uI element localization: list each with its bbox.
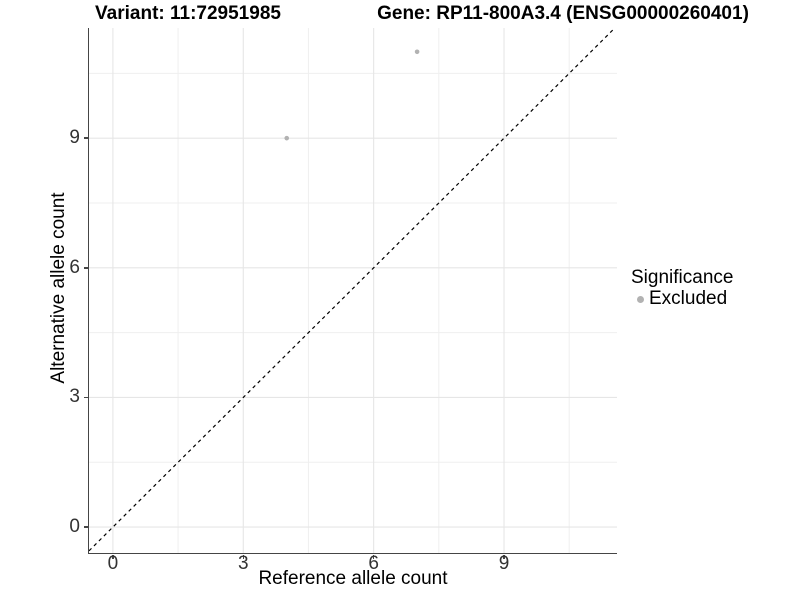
variant-title: Variant: 11:72951985: [95, 3, 281, 24]
legend-item-label: Excluded: [649, 288, 728, 309]
y-tick-label: 0: [69, 516, 80, 538]
x-tick-label: 3: [237, 552, 249, 574]
y-tick-label: 6: [69, 256, 80, 278]
x-tick-mark: [112, 554, 114, 559]
data-point-excluded: [283, 135, 289, 141]
y-axis-title: Alternative allele count: [48, 192, 69, 384]
gene-title: Gene: RP11-800A3.4 (ENSG00000260401): [377, 3, 749, 24]
y-tick-label: 3: [69, 386, 80, 408]
identity-dashed-line: [88, 28, 615, 552]
y-tick-mark: [83, 526, 88, 528]
data-point-excluded: [414, 49, 419, 55]
y-tick-mark: [83, 267, 88, 269]
excluded-point-icon: [637, 295, 644, 303]
legend-title: Significance: [631, 267, 734, 288]
legend: Significance Excluded: [631, 268, 733, 309]
plot-panel: [87, 28, 617, 554]
legend-item-excluded: Excluded: [631, 289, 733, 309]
y-tick-label: 9: [69, 127, 80, 149]
scatter-canvas: [88, 28, 617, 553]
y-tick-mark: [83, 137, 88, 139]
x-tick-label: 9: [498, 552, 510, 574]
x-tick-label: 0: [107, 552, 119, 574]
x-axis-title: Reference allele count: [258, 568, 448, 589]
x-tick-label: 6: [368, 552, 379, 574]
x-tick-mark: [242, 554, 245, 559]
x-tick-mark: [503, 554, 505, 559]
y-tick-mark: [83, 396, 88, 399]
x-tick-mark: [372, 554, 375, 559]
